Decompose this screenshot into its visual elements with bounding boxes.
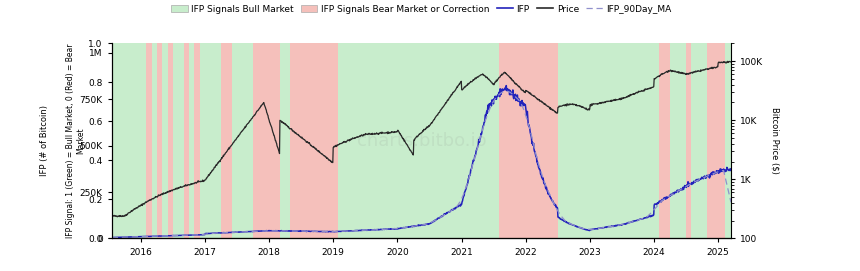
Bar	[686, 43, 691, 238]
Y-axis label: IFP Signal: 1 (Green) = Bull Market, 0 (Red) = Bear
Market: IFP Signal: 1 (Green) = Bull Market, 0 (…	[66, 44, 86, 238]
Y-axis label: IFP (# of Bitcoin): IFP (# of Bitcoin)	[40, 105, 49, 176]
Bar	[184, 43, 189, 238]
Bar	[253, 43, 280, 238]
Text: charts.bitbo.io: charts.bitbo.io	[357, 132, 486, 150]
Bar	[194, 43, 200, 238]
Bar	[157, 43, 162, 238]
Bar	[221, 43, 232, 238]
Y-axis label: Bitcoin Price ($): Bitcoin Price ($)	[771, 108, 780, 174]
Bar	[146, 43, 151, 238]
Bar	[290, 43, 338, 238]
Bar	[168, 43, 173, 238]
Legend: IFP Signals Bull Market, IFP Signals Bear Market or Correction, IFP, Price, IFP_: IFP Signals Bull Market, IFP Signals Bea…	[171, 5, 672, 14]
Bar	[659, 43, 670, 238]
Bar	[499, 43, 558, 238]
Bar	[707, 43, 725, 238]
